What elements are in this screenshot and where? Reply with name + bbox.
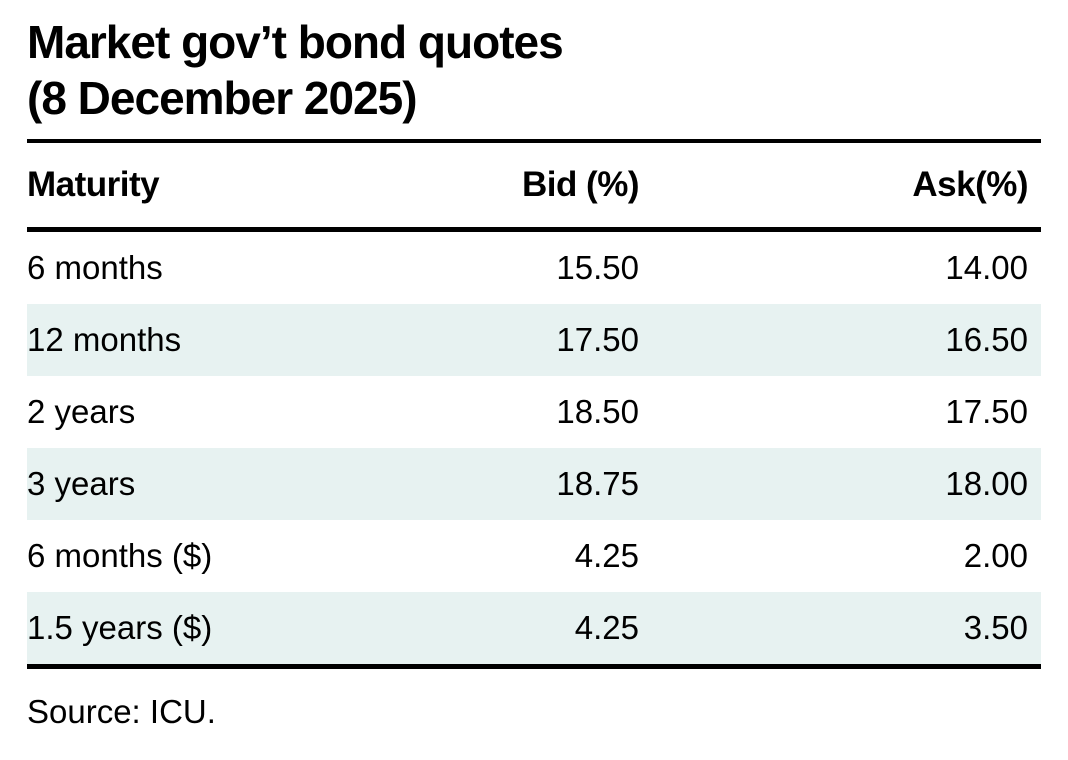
column-header-maturity: Maturity (27, 141, 387, 232)
content: Market gov’t bond quotes (8 December 202… (27, 0, 1041, 731)
ask-cell: 16.50 (652, 304, 1041, 376)
ask-cell: 18.00 (652, 448, 1041, 520)
bid-cell: 4.25 (387, 592, 652, 669)
table-row: 2 years 18.50 17.50 (27, 376, 1041, 448)
ask-cell: 2.00 (963, 537, 1028, 574)
page-title: Market gov’t bond quotes (8 December 202… (27, 0, 1041, 126)
column-header-bid: Bid (%) (387, 141, 652, 232)
table-row: 6 months 15.50 14.00 (27, 230, 1041, 305)
maturity-cell: 3 years (27, 448, 387, 520)
page-title-line1: Market gov’t bond quotes (27, 16, 564, 68)
bid-cell: 4.25 (574, 537, 639, 574)
page-title-line2: (8 December 2025) (27, 72, 418, 124)
table-row: 6 months ($) 4.25 2.00 (27, 520, 1041, 592)
table-row: 3 years 18.75 18.00 (27, 448, 1041, 520)
maturity-cell: 1.5 years ($) (27, 592, 387, 669)
maturity-cell: 12 months (27, 304, 387, 376)
bid-cell: 18.75 (387, 448, 652, 520)
bond-quotes-table: Maturity Bid (%) Ask(%) 6 months 15.50 1… (27, 139, 1041, 669)
column-header-ask: Ask(%) (652, 141, 1041, 232)
maturity-cell: 6 months (27, 249, 163, 286)
ask-cell: 17.50 (945, 393, 1028, 430)
ask-cell: 3.50 (652, 592, 1041, 669)
table-row: 12 months 17.50 16.50 (27, 304, 1041, 376)
ask-cell: 14.00 (945, 249, 1028, 286)
source-note: Source: ICU. (27, 693, 216, 730)
bid-cell: 18.50 (556, 393, 639, 430)
maturity-cell: 6 months ($) (27, 537, 213, 574)
bid-cell: 15.50 (556, 249, 639, 286)
bid-cell: 17.50 (387, 304, 652, 376)
maturity-cell: 2 years (27, 393, 136, 430)
header-row: Maturity Bid (%) Ask(%) (27, 141, 1041, 232)
table-row: 1.5 years ($) 4.25 3.50 (27, 592, 1041, 669)
